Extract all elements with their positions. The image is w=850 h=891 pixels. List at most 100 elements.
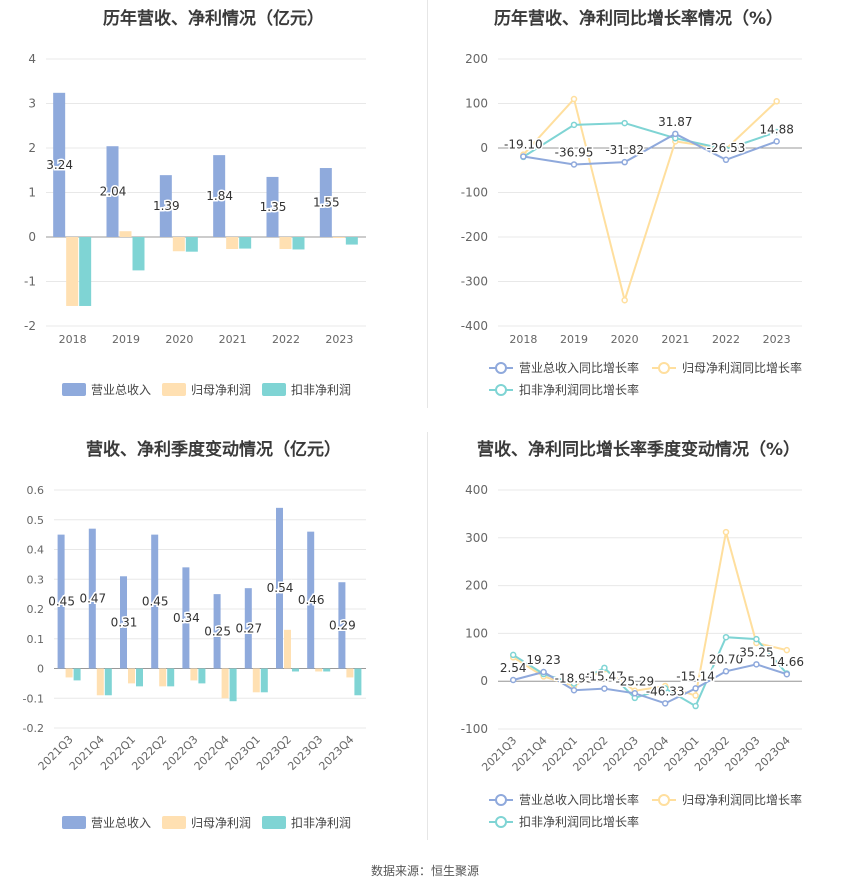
y-tick-label: 0.3 [27, 573, 45, 586]
point-deducted_profit_growth [753, 635, 760, 643]
bar-deducted_profit [104, 668, 112, 696]
legend-swatch-net_profit [162, 816, 186, 829]
y-tick-label: 4 [28, 52, 36, 66]
y-tick-label: 100 [465, 626, 488, 640]
bar-revenue [151, 534, 159, 669]
data-label: 35.25 [739, 645, 773, 659]
point-revenue_growth [722, 668, 730, 675]
bar-revenue [159, 175, 172, 237]
x-tick-label: 2018 [59, 333, 87, 346]
bar-deducted_profit [292, 668, 299, 672]
legend-label: 扣非净利润同比增长率 [519, 382, 639, 397]
point-revenue_growth [570, 687, 578, 694]
legend-swatch-net_profit [162, 383, 186, 396]
y-tick-label: 3 [28, 97, 36, 111]
point-deducted_profit_growth [621, 119, 628, 127]
bar-revenue [276, 507, 283, 669]
chart-title: 历年营收、净利同比增长率情况（%） [493, 9, 784, 29]
data-label: 0.31 [111, 615, 138, 629]
bar-deducted_profit [136, 668, 143, 687]
x-tick-label: 2021 [219, 333, 247, 346]
x-tick-label: 2023Q4 [316, 733, 356, 773]
x-tick-label: 2022 [712, 333, 740, 346]
bar-deducted_profit [345, 237, 358, 245]
annual-bar-chart: 4 3 2 1 0 -1 -2 2018 2019 2020 2021 2022 2023 3.24 2.0… [24, 52, 366, 397]
y-tick-label: 2 [28, 141, 36, 155]
legend-marker-deducted_profit_growth [495, 384, 507, 396]
legend-marker-net_profit_growth [658, 794, 670, 806]
legend-swatch-deducted_profit [262, 383, 286, 396]
data-label: 19.23 [526, 653, 560, 667]
data-label: 1.84 [206, 189, 233, 203]
x-tick-label: 2018 [509, 333, 537, 346]
data-label: 0.54 [267, 581, 294, 595]
data-label: 2.54 [500, 661, 527, 675]
point-revenue_growth [692, 685, 699, 692]
data-label: -25.29 [615, 674, 654, 688]
bar-net_profit [346, 668, 354, 678]
bar-revenue [213, 155, 226, 237]
x-tick-label: 2020 [611, 333, 639, 346]
point-revenue_growth [520, 153, 527, 160]
quarter-growth-line-chart: 4003002001000-1002021Q32021Q42022Q12022Q… [461, 483, 806, 829]
bar-net_profit [315, 668, 323, 672]
bar-deducted_profit [167, 668, 175, 687]
legend-marker-net_profit_growth [658, 362, 670, 374]
legend-label: 扣非净利润同比增长率 [519, 814, 639, 829]
panel-divider-top [427, 0, 428, 408]
data-label: -26.53 [707, 141, 746, 155]
data-label: 1.39 [153, 199, 180, 213]
series-line-revenue_growth [523, 132, 778, 166]
data-label: 0.25 [204, 624, 231, 638]
point-revenue_growth [672, 130, 679, 138]
bar-net_profit [119, 231, 132, 237]
chart-title: 营收、净利季度变动情况（亿元） [86, 440, 341, 460]
bar-revenue [338, 582, 346, 669]
bar-deducted_profit [354, 668, 362, 696]
bar-net_profit [252, 668, 260, 693]
bar-net_profit [159, 668, 167, 687]
bar-revenue [266, 176, 279, 237]
data-label: 14.66 [770, 655, 804, 669]
data-label: 0.46 [298, 593, 325, 607]
legend-marker-deducted_profit_growth [495, 816, 507, 828]
quarter-bar-panel: 营收、净利季度变动情况（亿元） 0.6 0.5 0.4 0.3 0.2 0.1 0 -0.1 -… [0, 432, 427, 852]
legend-marker-revenue_growth [495, 362, 507, 374]
y-tick-label: 200 [465, 579, 488, 593]
annual-growth-line-chart: 200 100 0 -100 -200 -300 -400 2018 2019 2020 2021 2… [461, 52, 802, 397]
y-tick-label: -1 [24, 275, 36, 289]
data-label: -31.82 [605, 143, 644, 157]
point-deducted_profit_growth [692, 702, 699, 710]
point-net_profit_growth [621, 296, 628, 304]
x-tick-label: 2019 [560, 333, 588, 346]
y-tick-label: 0.6 [27, 484, 45, 497]
y-tick-label: -200 [461, 230, 488, 244]
bar-revenue [319, 168, 332, 237]
point-revenue_growth [661, 700, 669, 707]
legend-swatch-deducted_profit [262, 816, 286, 829]
point-revenue_growth [773, 138, 780, 145]
legend-swatch-revenue [62, 816, 86, 829]
data-label: 0.27 [235, 621, 262, 635]
point-net_profit_growth [722, 528, 730, 536]
data-label: 0.47 [79, 592, 106, 606]
bar-deducted_profit [292, 237, 305, 250]
bar-deducted_profit [260, 668, 268, 693]
data-label: -36.95 [555, 145, 594, 159]
y-tick-label: 0 [480, 141, 488, 155]
y-tick-label: -300 [461, 275, 488, 289]
series-line-revenue_growth [512, 663, 788, 705]
point-revenue_growth [753, 661, 760, 668]
point-revenue_growth [631, 690, 639, 697]
point-deducted_profit_growth [661, 685, 669, 692]
data-label: 3.24 [46, 158, 73, 172]
data-label: 14.88 [759, 122, 793, 136]
annual-line-panel: 历年营收、净利同比增长率情况（%） 200 100 0 -100 -200 -300 -40… [427, 0, 850, 410]
point-revenue_growth [570, 161, 578, 168]
y-tick-label: 0 [28, 230, 36, 244]
legend-label: 扣非净利润 [291, 383, 351, 397]
bar-deducted_profit [239, 237, 252, 249]
y-tick-label: 0 [37, 663, 44, 676]
legend-label: 归母净利润 [191, 383, 251, 397]
bar-deducted_profit [229, 668, 237, 702]
